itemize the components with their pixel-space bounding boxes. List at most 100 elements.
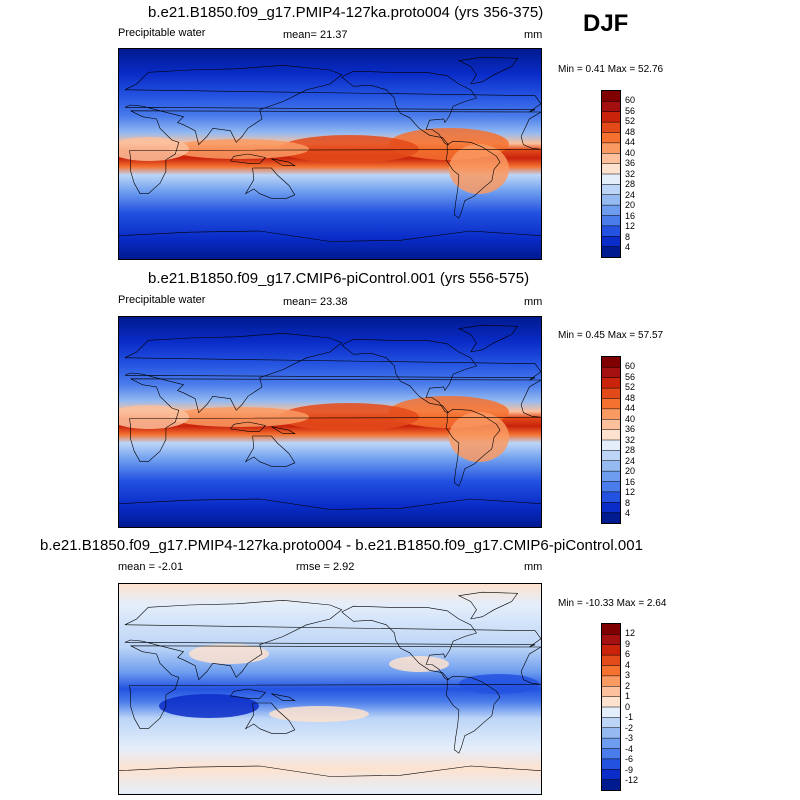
colorbar-swatch <box>602 634 620 646</box>
colorbar-swatch <box>602 111 620 123</box>
colorbar-tick-label: 3 <box>625 670 631 680</box>
colorbar-swatch <box>602 388 620 399</box>
colorbar-tick-label: 0 <box>625 701 631 712</box>
colorbar-swatch <box>602 142 620 154</box>
colorbar-tick-label: 56 <box>625 105 636 116</box>
colorbar-tick-label: -2 <box>625 722 634 733</box>
colorbar-tick-label: 4 <box>625 242 631 252</box>
season-label: DJF <box>583 10 629 37</box>
colorbar-tick-label: 56 <box>625 371 636 382</box>
colorbar-tick-label: 8 <box>625 231 631 242</box>
colorbar-tick-label: 28 <box>625 445 636 455</box>
colorbar-swatch <box>602 758 620 770</box>
colorbar-tick-label: 20 <box>625 466 636 476</box>
panel1-colorbar <box>601 90 621 258</box>
panel3-rmse: rmse = 2.92 <box>296 561 355 573</box>
colorbar-tick-label: 12 <box>625 221 636 231</box>
panel3-colorbar-labels: 12 9 6 4 3 2 1 0 -1 -2 -3 -4 -6 -9 -12 <box>625 623 655 791</box>
colorbar-swatch <box>602 215 620 227</box>
colorbar-tick-label: 24 <box>625 189 636 200</box>
colorbar-swatch <box>602 769 620 781</box>
colorbar-tick-label: 4 <box>625 659 631 670</box>
panel3-minmax: Min = -10.33 Max = 2.64 <box>558 598 667 609</box>
colorbar-swatch <box>602 717 620 729</box>
colorbar-swatch <box>602 644 620 656</box>
panel2-units: mm <box>524 296 543 308</box>
colorbar-swatch <box>602 440 620 451</box>
colorbar-tick-label: 24 <box>625 455 636 466</box>
panel2-map <box>118 316 542 528</box>
colorbar-swatch <box>602 367 620 379</box>
panel2-minmax: Min = 0.45 Max = 57.57 <box>558 330 664 341</box>
colorbar-tick-label: 40 <box>625 413 636 424</box>
colorbar-swatch <box>602 377 620 389</box>
colorbar-tick-label: 20 <box>625 200 636 210</box>
colorbar-tick-label: 40 <box>625 147 636 158</box>
colorbar-swatch <box>602 91 620 102</box>
colorbar-tick-label: 16 <box>625 476 636 487</box>
colorbar-swatch <box>602 624 620 635</box>
colorbar-swatch <box>602 398 620 410</box>
panel1-mean: mean= 21.37 <box>283 29 348 41</box>
panel3-units: mm <box>524 561 543 573</box>
colorbar-tick-label: -4 <box>625 743 634 754</box>
colorbar-swatch <box>602 174 620 185</box>
colorbar-tick-label: -3 <box>625 733 634 743</box>
colorbar-tick-label: 4 <box>625 508 631 518</box>
colorbar-swatch <box>602 491 620 503</box>
colorbar-swatch <box>602 686 620 698</box>
panel2-title: b.e21.B1850.f09_g17.CMIP6-piControl.001 … <box>148 270 530 287</box>
panel1-colorbar-labels: 60 56 52 48 44 40 36 32 28 24 20 16 12 8 4 <box>625 90 655 258</box>
colorbar-swatch <box>602 357 620 368</box>
colorbar-tick-label: 2 <box>625 680 631 691</box>
colorbar-swatch <box>602 194 620 206</box>
panel3-colorbar <box>601 623 621 791</box>
panel2-mean: mean= 23.38 <box>283 296 348 308</box>
colorbar-tick-label: 52 <box>625 382 636 392</box>
colorbar-swatch <box>602 419 620 431</box>
colorbar-tick-label: 6 <box>625 649 631 659</box>
panel2-left-label: Precipitable water <box>118 294 206 306</box>
colorbar-swatch <box>602 122 620 133</box>
colorbar-tick-label: 36 <box>625 158 636 168</box>
colorbar-swatch <box>602 779 620 790</box>
colorbar-swatch <box>602 696 620 708</box>
colorbar-swatch <box>602 184 620 196</box>
colorbar-swatch <box>602 727 620 739</box>
colorbar-tick-label: 60 <box>625 95 636 105</box>
colorbar-tick-label: 12 <box>625 487 636 497</box>
colorbar-tick-label: -6 <box>625 754 634 764</box>
panel1-left-label: Precipitable water <box>118 27 206 39</box>
panel2-colorbar-labels: 60 56 52 48 44 40 36 32 28 24 20 16 12 8 4 <box>625 356 655 524</box>
colorbar-swatch <box>602 460 620 472</box>
colorbar-tick-label: 32 <box>625 168 636 179</box>
colorbar-swatch <box>602 471 620 482</box>
colorbar-swatch <box>602 236 620 248</box>
panel3-mean: mean = -2.01 <box>118 561 184 573</box>
colorbar-swatch <box>602 163 620 175</box>
panel1-title: b.e21.B1850.f09_g17.PMIP4-127ka.proto004… <box>148 4 544 21</box>
colorbar-tick-label: 32 <box>625 434 636 445</box>
colorbar-swatch <box>602 205 620 216</box>
panel1-units: mm <box>524 29 543 41</box>
panel1-map <box>118 48 542 260</box>
panel1-minmax: Min = 0.41 Max = 52.76 <box>558 64 664 75</box>
colorbar-swatch <box>602 512 620 523</box>
panel2-colorbar <box>601 356 621 524</box>
colorbar-swatch <box>602 748 620 760</box>
colorbar-tick-label: 48 <box>625 392 636 403</box>
colorbar-tick-label: -12 <box>625 775 639 785</box>
colorbar-tick-label: 60 <box>625 361 636 371</box>
colorbar-swatch <box>602 738 620 749</box>
colorbar-swatch <box>602 429 620 441</box>
panel3-title: b.e21.B1850.f09_g17.PMIP4-127ka.proto004… <box>40 537 643 554</box>
colorbar-tick-label: -1 <box>625 712 634 722</box>
colorbar-swatch <box>602 675 620 687</box>
colorbar-tick-label: 8 <box>625 497 631 508</box>
colorbar-swatch <box>602 450 620 462</box>
colorbar-swatch <box>602 225 620 237</box>
colorbar-swatch <box>602 502 620 514</box>
colorbar-tick-label: 1 <box>625 691 631 701</box>
colorbar-tick-label: -9 <box>625 764 634 775</box>
colorbar-tick-label: 16 <box>625 210 636 221</box>
